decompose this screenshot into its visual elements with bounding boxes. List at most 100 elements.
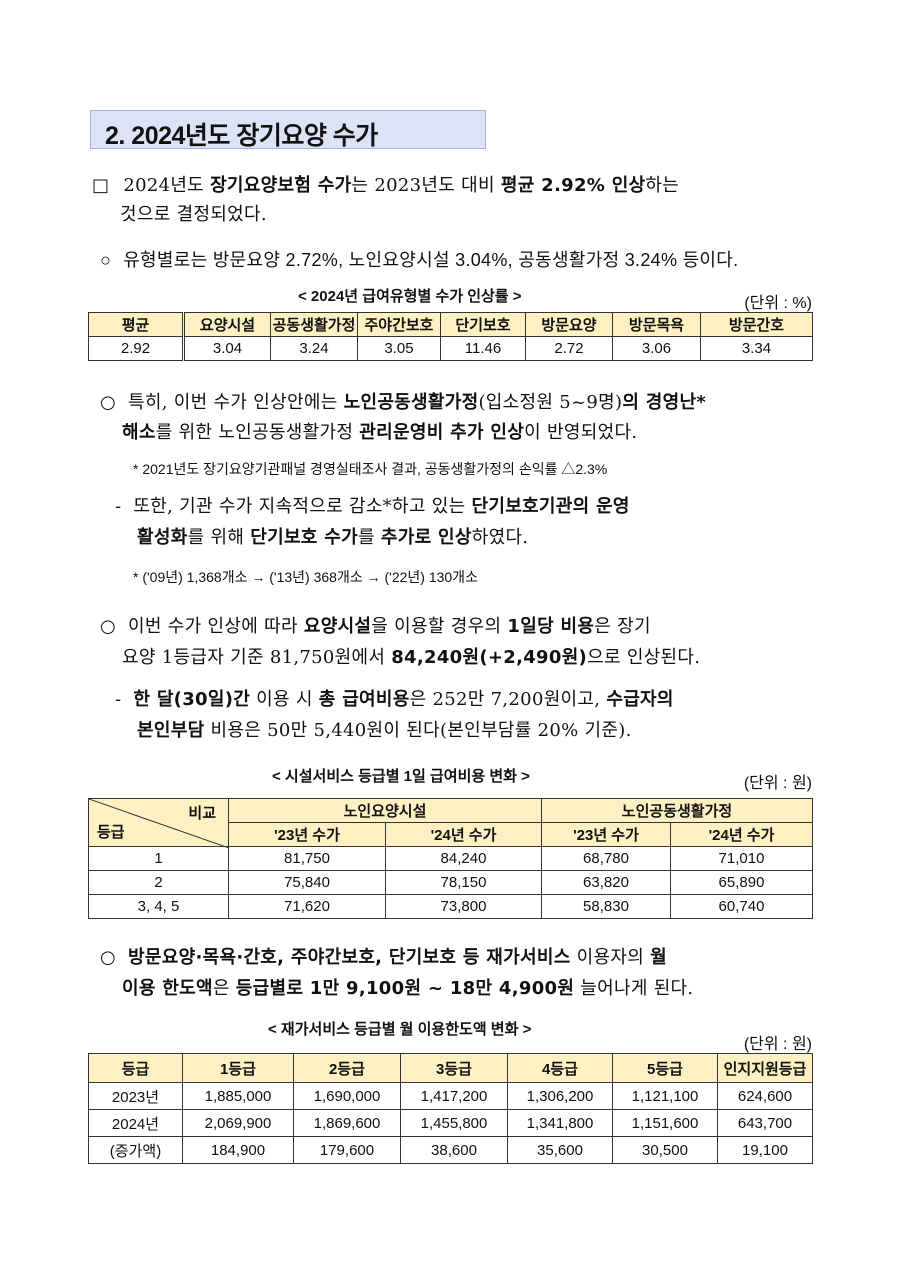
home-care-limit-table: 등급 1등급 2등급 3등급 4등급 5등급 인지지원등급 2023년 1,885,000 1,… — [88, 1053, 813, 1164]
paragraph-line: - 또한, 기관 수가 지속적으로 감소*하고 있는 단기보호기관의 운영 — [115, 492, 630, 518]
bold-text: 관리운영비 추가 인상 — [359, 422, 525, 443]
subheader: '24년 수가 — [670, 822, 813, 847]
subheader: '24년 수가 — [385, 822, 542, 847]
paragraph-line: 요양 1등급자 기준 81,750원에서 84,240원(+2,490원)으로 … — [122, 643, 700, 669]
table3-caption: < 재가서비스 등급별 월 이용한도액 변화 > — [268, 1021, 532, 1038]
column-header: 평균 — [88, 312, 185, 337]
table1-caption: < 2024년 급여유형별 수가 인상률 > — [298, 288, 522, 305]
bold-text: 한 달(30일)간 — [133, 689, 251, 710]
group-header: 노인공동생활가정 — [541, 798, 813, 823]
bold-text: 수급자의 — [606, 689, 674, 710]
limit-cell: 1,885,000 — [182, 1082, 294, 1110]
bullet: □ — [92, 175, 110, 196]
year-cell: (증가액) — [88, 1136, 183, 1164]
corner-bottom-label: 등급 — [97, 824, 125, 841]
cost-cell: 71,010 — [670, 846, 813, 871]
limit-cell: 184,900 — [182, 1136, 294, 1164]
text: 이번 수가 인상에 따라 — [128, 616, 304, 637]
bold-text: 장기요양보험 수가 — [210, 175, 352, 196]
limit-cell: 1,417,200 — [400, 1082, 508, 1110]
limit-cell: 643,700 — [717, 1109, 813, 1137]
bold-text: 등급별로 1만 9,100원 ~ 18만 4,900원 — [235, 978, 575, 999]
column-header: 요양시설 — [183, 312, 271, 337]
text: 은 — [212, 978, 236, 999]
text: 요양 1등급자 기준 81,750원에서 — [122, 647, 392, 668]
cost-cell: 63,820 — [541, 870, 671, 895]
cost-cell: 60,740 — [670, 894, 813, 919]
bold-text: 노인공동생활가정 — [343, 392, 479, 413]
paragraph-line: 해소를 위한 노인공동생활가정 관리운영비 추가 인상이 반영되었다. — [122, 418, 637, 444]
corner-top-label: 비교 — [188, 805, 216, 822]
paragraph-line: -한 달(30일)간 이용 시 총 급여비용은 252만 7,200원이고, 수… — [115, 685, 674, 711]
paragraph-line: ○ 유형별로는 방문요양 2.72%, 노인요양시설 3.04%, 공동생활가정 … — [100, 246, 738, 272]
limit-cell: 30,500 — [612, 1136, 718, 1164]
text: 를 — [357, 527, 381, 548]
text: 을 이용할 경우의 — [371, 616, 508, 637]
limit-cell: 19,100 — [717, 1136, 813, 1164]
cost-cell: 84,240 — [385, 846, 542, 871]
column-header: 공동생활가정 — [270, 312, 358, 337]
facility-cost-table: 비교 등급 노인요양시설 노인공동생활가정 '23년 수가 '24년 수가 '23년… — [88, 798, 813, 919]
section-title: 2. 2024년도 장기요양 수가 — [105, 122, 378, 150]
rate-cell: 3.24 — [270, 336, 358, 361]
bold-text: 1일당 비용 — [507, 616, 595, 637]
subheader: '23년 수가 — [541, 822, 671, 847]
bullet: ○ — [100, 616, 117, 637]
column-header: 1등급 — [182, 1053, 294, 1083]
bullet: ○ — [100, 947, 117, 968]
cost-cell: 75,840 — [228, 870, 386, 895]
text: 하는 — [645, 175, 680, 196]
bold-text: 단기보호기관의 운영 — [471, 496, 630, 517]
paragraph-line: ○ 특히, 이번 수가 인상안에는 노인공동생활가정(입소정원 5~9명)의 경영… — [100, 388, 706, 414]
text: 것으로 결정되었다. — [120, 204, 267, 225]
paragraph-line: ○ 방문요양·목욕·간호, 주야간보호, 단기보호 등 재가서비스 이용자의 월 — [100, 943, 667, 969]
text: 또한, 기관 수가 지속적으로 감소*하고 있는 — [133, 496, 472, 517]
table3-unit: (단위 : 원) — [743, 1036, 812, 1053]
bold-text: 월 — [650, 947, 667, 968]
bullet: ○ — [100, 250, 112, 270]
text: (입소정원 5~9명) — [478, 392, 623, 413]
text: 비용은 50만 5,440원이 된다(본인부담률 20% 기준). — [204, 720, 632, 741]
text: 를 위한 노인공동생활가정 — [155, 422, 360, 443]
bold-text: 요양시설 — [303, 616, 372, 637]
limit-cell: 1,151,600 — [612, 1109, 718, 1137]
rate-cell: 3.05 — [357, 336, 441, 361]
table1-unit: (단위 : %) — [744, 295, 812, 312]
rate-cell: 3.34 — [700, 336, 813, 361]
column-header: 4등급 — [507, 1053, 613, 1083]
text: 은 장기 — [594, 616, 651, 637]
table-row: 3, 4, 5 71,620 73,800 58,830 60,740 — [88, 894, 813, 919]
bold-text: 총 급여비용 — [318, 689, 410, 710]
paragraph-line: □ 2024년도 장기요양보험 수가는 2023년도 대비 평균 2.92% 인상… — [92, 171, 679, 197]
rate-table: 평균 요양시설 공동생활가정 주야간보호 단기보호 방문요양 방문목욕 방문간호 2.92 3.… — [88, 312, 813, 361]
rate-cell: 11.46 — [440, 336, 526, 361]
cost-cell: 68,780 — [541, 846, 671, 871]
limit-cell: 2,069,900 — [182, 1109, 294, 1137]
footnote-facility-count: * ('09년) 1,368개소 → ('13년) 368개소 → ('22년)… — [133, 569, 478, 585]
year-cell: 2023년 — [88, 1082, 183, 1110]
limit-cell: 38,600 — [400, 1136, 508, 1164]
column-header: 방문간호 — [700, 312, 813, 337]
column-header: 5등급 — [612, 1053, 718, 1083]
limit-cell: 1,869,600 — [293, 1109, 401, 1137]
text: 유형별로는 방문요양 2.72%, 노인요양시설 3.04%, 공동생활가정 3… — [123, 250, 739, 270]
rate-cell: 3.04 — [183, 336, 271, 361]
text: 특히, 이번 수가 인상안에는 — [128, 392, 344, 413]
text: 은 252만 7,200원이고, — [409, 689, 607, 710]
limit-cell: 624,600 — [717, 1082, 813, 1110]
grade-cell: 1 — [88, 846, 229, 871]
rate-cell: 2.92 — [88, 336, 185, 361]
section-title-box: 2. 2024년도 장기요양 수가 — [90, 110, 486, 150]
footnote-loss-rate: * 2021년도 장기요양기관패널 경영실태조사 결과, 공동생활가정의 손익률… — [133, 461, 608, 477]
bold-text: 이용 한도액 — [122, 978, 213, 999]
bold-text: 활성화 — [137, 527, 188, 548]
diagonal-divider — [89, 799, 229, 848]
table-row: 2024년 2,069,900 1,869,600 1,455,800 1,341,80… — [88, 1109, 813, 1137]
bullet: - — [115, 496, 122, 517]
text: 는 2023년도 대비 — [351, 175, 501, 196]
column-header: 방문요양 — [525, 312, 613, 337]
corner-header: 비교 등급 — [88, 798, 229, 848]
text: 늘어나게 된다. — [574, 978, 694, 999]
column-header: 단기보호 — [440, 312, 526, 337]
text: 으로 인상된다. — [587, 647, 701, 668]
